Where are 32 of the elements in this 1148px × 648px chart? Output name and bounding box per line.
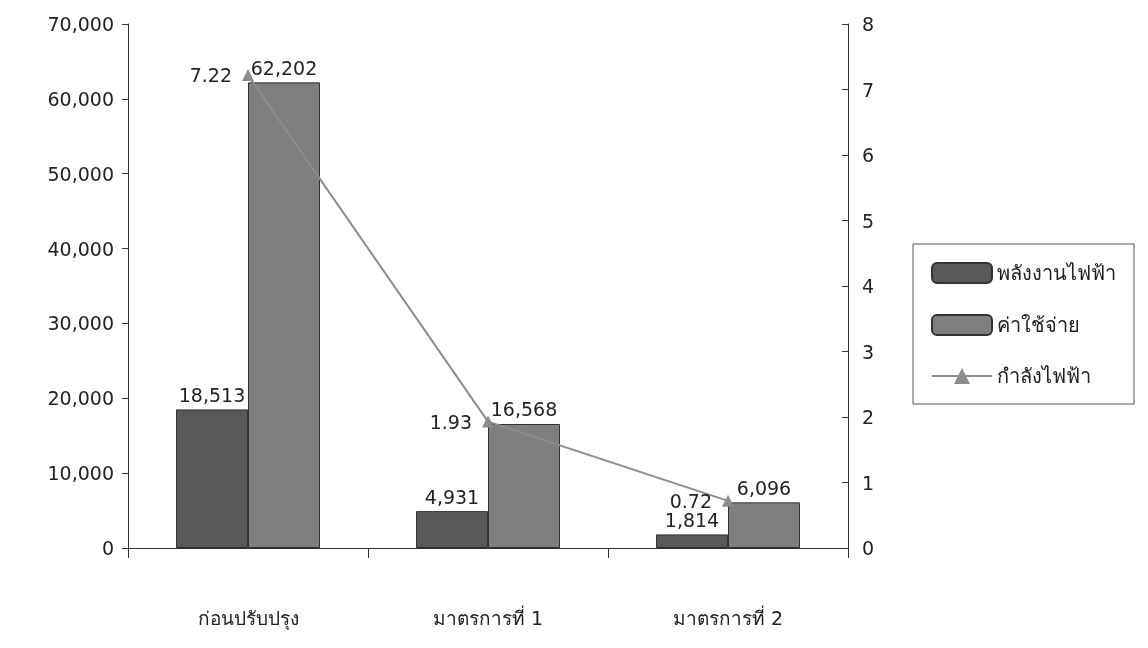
point [482,415,494,428]
data-label: 1.93 [429,410,472,433]
y2-tick-label: 0 [862,537,875,559]
data-label: 16,568 [490,398,558,421]
x-tick-label: ก่อนปรับปรุง [197,606,299,631]
x-tick-label: มาตรการที่ 1 [432,604,544,629]
data-label: 4,931 [424,485,480,508]
y2-tick-label: 3 [862,340,875,363]
data-label: 62,202 [250,56,318,79]
y2-tick-label: 5 [862,209,875,232]
y2-tick-label: 6 [862,144,875,166]
legend-label: พลังงานไฟฟ้า [997,261,1116,285]
y2-tick-label: 1 [862,471,875,494]
y-tick-label: 10,000 [47,462,114,485]
legend-label: ค่าใช้จ่าย [997,313,1080,337]
point [722,494,734,507]
y2-tick-label: 2 [862,406,875,428]
data-label: 7.22 [189,64,232,87]
data-label: 6,096 [736,476,792,499]
y-tick-label: 30,000 [47,312,114,335]
y-tick-label: 70,000 [47,13,114,35]
y-tick-label: 50,000 [47,162,114,185]
y-tick-label: 20,000 [47,387,114,410]
legend-label: กำลังไฟฟ้า [997,364,1091,388]
x-tick-label: มาตรการที่ 2 [672,604,784,629]
y2-tick-label: 8 [862,13,875,35]
y-tick-label: 0 [101,537,114,559]
data-label: 18,513 [178,383,246,406]
y2-tick-label: 7 [862,78,875,101]
y-tick-label: 60,000 [47,87,114,110]
y2-tick-label: 4 [862,275,875,297]
y-tick-label: 40,000 [47,237,114,260]
